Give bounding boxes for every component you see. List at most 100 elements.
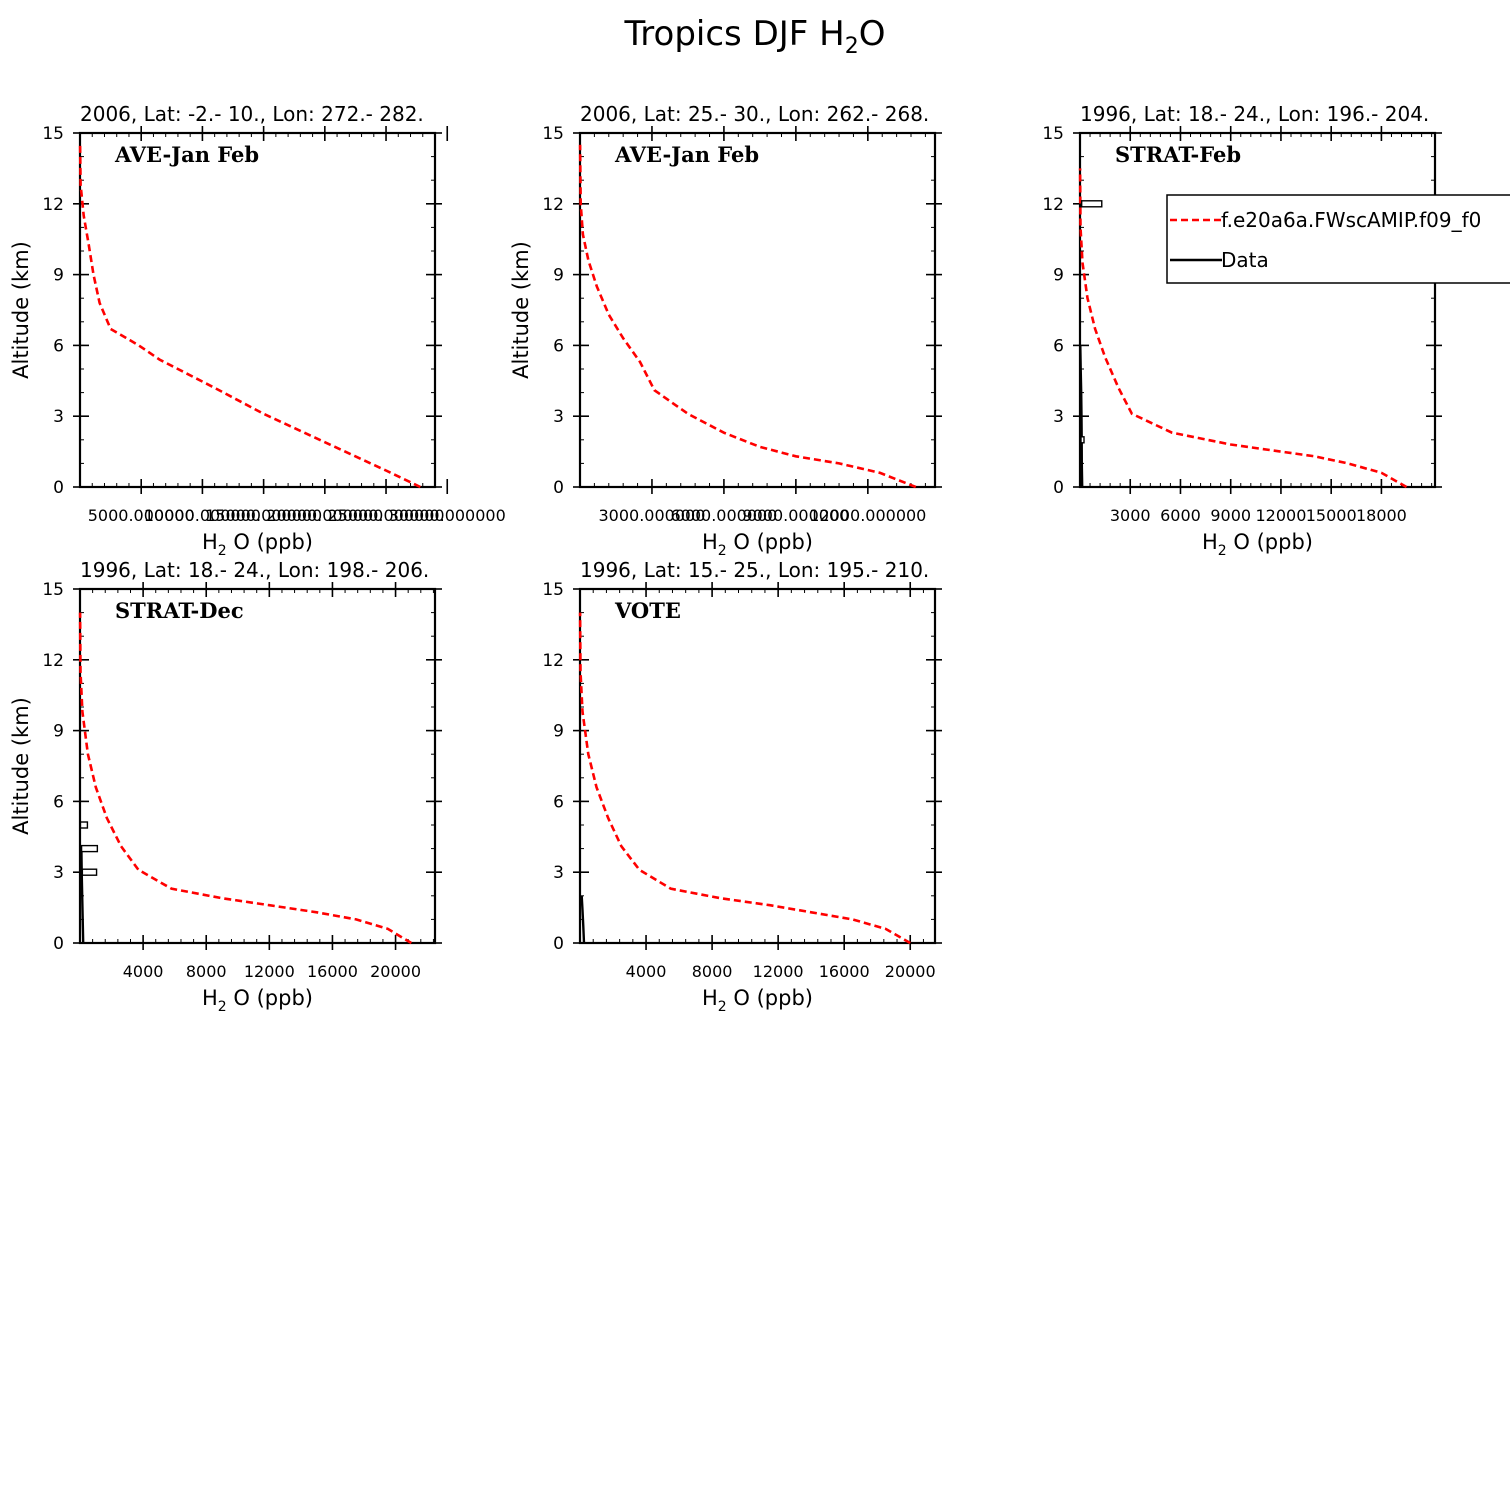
y-tick-label: 15: [42, 580, 64, 600]
x-axis-label: H2 O (ppb): [702, 530, 813, 559]
panel-header: 2006, Lat: 25.- 30., Lon: 262.- 268.: [580, 102, 929, 126]
y-axis-label: Altitude (km): [9, 241, 33, 379]
x-tick-label: 6000: [1160, 506, 1201, 525]
x-tick-label: 16000: [819, 962, 870, 981]
y-tick-label: 6: [53, 792, 64, 812]
y-tick-label: 0: [553, 934, 564, 954]
y-tick-label: 9: [53, 722, 64, 742]
y-tick-label: 3: [53, 407, 64, 427]
y-tick-label: 12: [542, 195, 564, 215]
y-tick-label: 12: [1042, 195, 1064, 215]
y-tick-label: 6: [1053, 336, 1064, 356]
y-tick-label: 6: [553, 336, 564, 356]
x-tick-label: 18000: [1356, 506, 1407, 525]
data-point: [1080, 200, 1103, 208]
x-tick-label: 12000: [753, 962, 804, 981]
panel-3: 0 3 6 9 12 15 3000 6000 9000 12000 15000 18000 1996,…: [1042, 102, 1442, 559]
legend-data-label: Data: [1221, 248, 1269, 272]
campaign-label: STRAT-Feb: [1115, 142, 1241, 167]
plot-frame: [78, 587, 437, 945]
y-tick-label: 6: [553, 792, 564, 812]
data-profile-line: [80, 848, 85, 944]
campaign-label: AVE-Jan Feb: [614, 142, 759, 167]
x-tick-label: 4000: [626, 962, 667, 981]
plot-frame: [578, 587, 937, 945]
panel-header: 1996, Lat: 18.- 24., Lon: 198.- 206.: [80, 558, 429, 582]
x-tick-label: 12000: [1255, 506, 1306, 525]
x-axis-label: H2 O (ppb): [702, 986, 813, 1015]
y-tick-label: 9: [553, 722, 564, 742]
data-profile-line: [580, 895, 586, 944]
y-tick-label: 12: [42, 651, 64, 671]
x-tick-label: 4000: [123, 962, 164, 981]
figure-title: Tropics DJF H2O: [624, 14, 886, 59]
x-tick-label: 12000.000000: [809, 506, 926, 525]
y-tick-label: 12: [42, 195, 64, 215]
panel-header: 1996, Lat: 15.- 25., Lon: 195.- 210.: [580, 558, 929, 582]
y-tick-label: 0: [53, 478, 64, 498]
panel-1: 0 3 6 9 12 15 5000.00000010000.00000015000.000…: [9, 102, 506, 559]
y-tick-label: 9: [53, 266, 64, 286]
plot-frame: [78, 131, 437, 489]
y-axis-label: Altitude (km): [509, 241, 533, 379]
x-tick-label: 20000: [370, 962, 421, 981]
y-tick-label: 3: [553, 407, 564, 427]
panel-header: 2006, Lat: -2.- 10., Lon: 272.- 282.: [80, 102, 424, 126]
x-tick-label: 30000.000000: [389, 506, 506, 525]
model-profile-line: [578, 612, 911, 945]
panel-2: 0 3 6 9 12 15 3000.0000006000.0000009000.00000…: [509, 102, 942, 559]
data-point: [80, 844, 99, 853]
y-tick-label: 3: [1053, 407, 1064, 427]
x-tick-label: 6000.000000: [670, 506, 777, 525]
legend-model-label: f.e20a6a.FWscAMIP.f09_f0: [1221, 208, 1481, 232]
x-tick-label: 8000: [186, 962, 227, 981]
model-profile-line: [1078, 168, 1408, 489]
data-point: [81, 868, 98, 876]
panel-header: 1996, Lat: 18.- 24., Lon: 196.- 204.: [1080, 102, 1429, 126]
campaign-label: VOTE: [614, 598, 681, 623]
x-tick-label: 15000.000000: [205, 506, 322, 525]
x-axis-label: H2 O (ppb): [1202, 530, 1313, 559]
x-tick-label: 25000.000000: [328, 506, 445, 525]
y-tick-label: 6: [53, 336, 64, 356]
y-tick-label: 15: [1042, 124, 1064, 144]
y-tick-label: 15: [42, 124, 64, 144]
model-profile-line: [578, 144, 917, 489]
plot-frame: [1078, 131, 1437, 489]
y-tick-label: 15: [542, 124, 564, 144]
model-profile-line: [78, 612, 412, 945]
plot-frame: [578, 131, 937, 489]
x-tick-label: 9000.000000: [742, 506, 849, 525]
y-tick-label: 0: [1053, 478, 1064, 498]
panel-5: 0 3 6 9 12 15 4000 8000 12000 16000 20000 1996, Lat…: [542, 558, 942, 1015]
x-tick-label: 16000: [307, 962, 358, 981]
x-tick-label: 9000: [1210, 506, 1251, 525]
x-tick-label: 5000.000000: [88, 506, 195, 525]
y-axis-label: Altitude (km): [9, 697, 33, 835]
legend: f.e20a6a.FWscAMIP.f09_f0 Data: [1166, 194, 1510, 284]
legend-box: [1166, 194, 1510, 284]
y-tick-label: 9: [553, 266, 564, 286]
x-axis-label: H2 O (ppb): [202, 986, 313, 1015]
x-tick-label: 3000: [1110, 506, 1151, 525]
panel-4: 0 3 6 9 12 15 4000 8000 12000 16000 20000 1996, Lat…: [9, 558, 442, 1015]
x-tick-label: 3000.000000: [599, 506, 706, 525]
y-tick-label: 15: [542, 580, 564, 600]
y-tick-label: 3: [553, 863, 564, 883]
x-axis-label: H2 O (ppb): [202, 530, 313, 559]
x-tick-label: 8000: [692, 962, 733, 981]
panels: 0 3 6 9 12 15 5000.00000010000.00000015000.000…: [9, 102, 1442, 1015]
data-point: [79, 821, 89, 829]
campaign-label: STRAT-Dec: [115, 598, 244, 623]
model-profile-line: [78, 144, 421, 489]
data-profile-line: [1079, 345, 1084, 488]
x-tick-label: 15000: [1306, 506, 1357, 525]
y-tick-label: 0: [53, 934, 64, 954]
x-tick-label: 10000.000000: [144, 506, 261, 525]
data-point: [1080, 436, 1085, 444]
y-tick-label: 12: [542, 651, 564, 671]
x-tick-label: 20000: [885, 962, 936, 981]
y-tick-label: 3: [53, 863, 64, 883]
x-tick-label: 12000: [244, 962, 295, 981]
